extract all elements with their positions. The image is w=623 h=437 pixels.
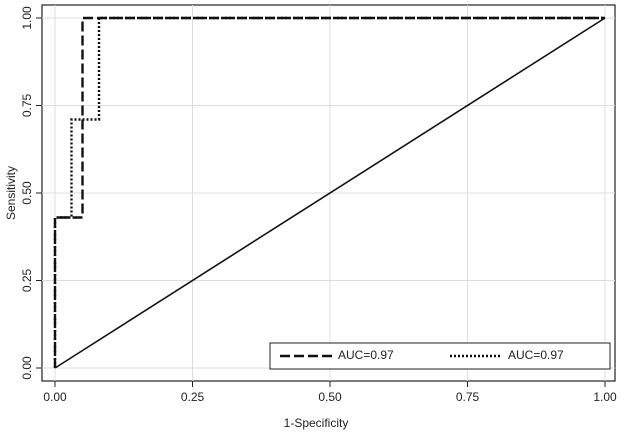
y-axis-label: Sensitivity xyxy=(4,166,18,220)
x-tick-label: 0.00 xyxy=(43,390,67,404)
y-tick-label: 1.00 xyxy=(20,6,34,30)
x-tick-label: 0.50 xyxy=(318,390,342,404)
x-tick-label: 0.75 xyxy=(456,390,480,404)
x-tick-label: 0.25 xyxy=(181,390,205,404)
legend-label: AUC=0.97 xyxy=(508,348,564,362)
reference-line xyxy=(54,17,606,369)
y-tick-label: 0.50 xyxy=(20,181,34,205)
legend-label: AUC=0.97 xyxy=(338,348,394,362)
y-tick-label: 0.00 xyxy=(20,356,34,380)
y-tick-label: 0.25 xyxy=(20,268,34,292)
x-tick-label: 1.00 xyxy=(593,390,617,404)
roc-line xyxy=(53,16,605,368)
y-tick-label: 0.75 xyxy=(20,93,34,117)
x-axis-label: 1-Specificity xyxy=(284,416,349,430)
